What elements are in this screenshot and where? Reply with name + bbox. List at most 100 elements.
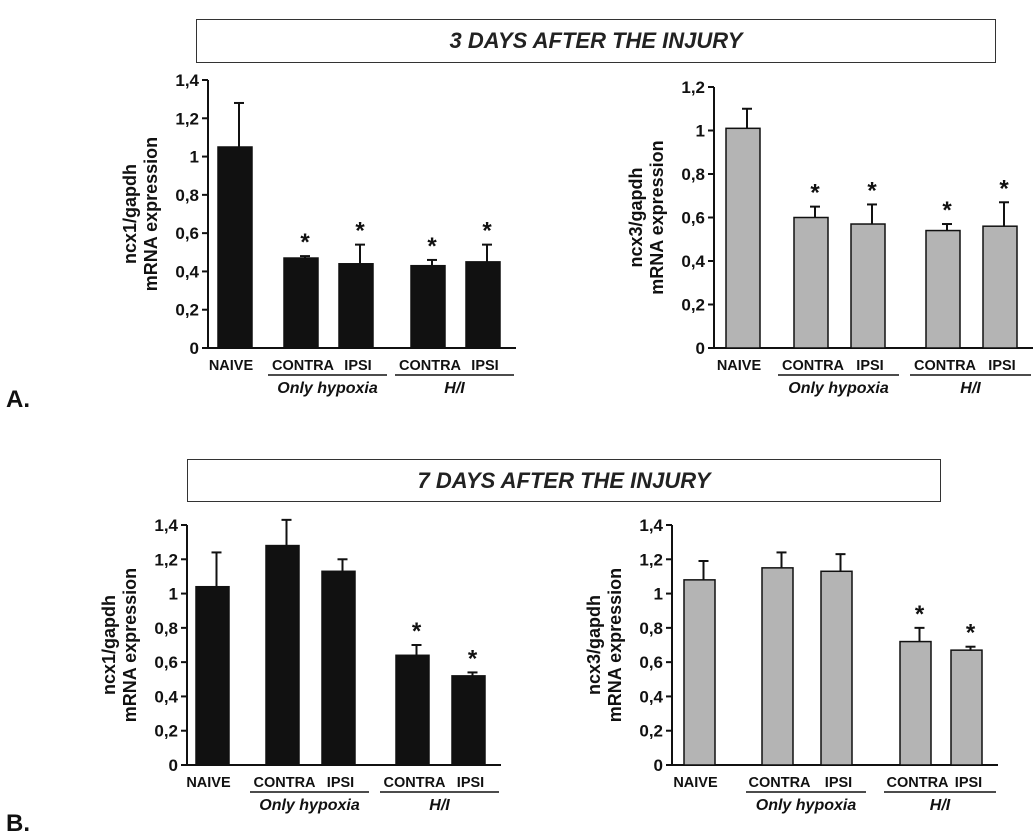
chart-a1-ytick-label: 0,2 (175, 301, 199, 320)
chart-b2-bar (899, 640, 932, 766)
chart-b2-significance-star: * (915, 601, 925, 628)
chart-b1-bar (451, 675, 486, 766)
chart-a2-bar (925, 229, 961, 349)
chart-b2-ytick-label: 1,2 (639, 550, 663, 569)
chart-b2-bar (761, 567, 794, 766)
chart-a1-significance-star: * (300, 229, 310, 256)
chart-b1-ylabel-line2: mRNA expression (120, 568, 140, 722)
chart-a2-ytick-label: 0,8 (681, 165, 705, 184)
chart-a2-ylabel-line1: ncx3/gapdh (626, 167, 646, 267)
chart-b1-significance-star: * (412, 618, 422, 645)
chart-a2-category-label: CONTRA (782, 358, 845, 374)
chart-b1-ytick-label: 1,2 (154, 550, 178, 569)
chart-b1-ytick-label: 0,2 (154, 722, 178, 741)
chart-a2-category-label: CONTRA (914, 358, 977, 374)
chart-b1-bar (395, 654, 430, 766)
chart-a2-category-label: IPSI (856, 358, 883, 374)
chart-b2-ytick-label: 0,8 (639, 619, 663, 638)
chart-b2-ytick-label: 1 (654, 585, 663, 604)
chart-b2-ytick-label: 0,4 (639, 687, 663, 706)
chart-a1-ylabel-line1: ncx1/gapdh (120, 164, 140, 264)
chart-a2-category-label: NAIVE (717, 358, 762, 374)
chart-a2-bar (982, 225, 1018, 349)
chart-b1-category-label: NAIVE (186, 775, 231, 791)
chart-b2-group-label: H/I (930, 797, 951, 814)
chart-b1-group-label: Only hypoxia (259, 797, 360, 814)
chart-a2-significance-star: * (999, 175, 1009, 202)
chart-a1-group-label: H/I (444, 380, 465, 397)
chart-a2-ytick-label: 0,2 (681, 296, 705, 315)
chart-b2-ylabel-line2: mRNA expression (605, 568, 625, 722)
chart-a2-ylabel-line2: mRNA expression (647, 140, 667, 294)
chart-b2-significance-star: * (966, 620, 976, 647)
chart-b2-ylabel-line1: ncx3/gapdh (584, 595, 604, 695)
chart-b1-ytick-label: 1,4 (154, 516, 178, 535)
chart-b1-category-label: IPSI (457, 775, 484, 791)
chart-a1-significance-star: * (355, 218, 365, 245)
panel-a-title: 3 DAYS AFTER THE INJURY (196, 19, 996, 63)
chart-b1-category-label: CONTRA (253, 775, 316, 791)
chart-a1-ytick-label: 1,4 (175, 71, 199, 90)
chart-b1-ytick-label: 0,8 (154, 619, 178, 638)
chart-b2-group-label: Only hypoxia (756, 797, 857, 814)
chart-b1-bar (265, 544, 300, 766)
chart-a1-category-label: IPSI (471, 358, 498, 374)
chart-a2-significance-star: * (942, 197, 952, 224)
chart-a2-ytick-label: 0,6 (681, 209, 705, 228)
chart-b1-bar (195, 585, 230, 766)
chart-b1-group-label: H/I (429, 797, 450, 814)
chart-b1-category-label: IPSI (327, 775, 354, 791)
chart-a1-significance-star: * (427, 233, 437, 260)
chart-a1-ytick-label: 0,6 (175, 224, 199, 243)
chart-a1-ytick-label: 0,4 (175, 262, 199, 281)
chart-b2-category-label: CONTRA (748, 775, 811, 791)
panel-b-letter: B. (6, 810, 30, 837)
chart-a1-bar (465, 261, 501, 349)
panel-b-title: 7 DAYS AFTER THE INJURY (187, 459, 941, 502)
chart-b2-bar (820, 570, 853, 766)
chart-b1-ytick-label: 0,6 (154, 653, 178, 672)
chart-a1-ylabel-line2: mRNA expression (141, 137, 161, 291)
chart-a2-bar (850, 223, 886, 349)
chart-b1-category-label: CONTRA (383, 775, 446, 791)
chart-a2-ytick-label: 1,2 (681, 78, 705, 97)
chart-b2-ytick-label: 0,6 (639, 653, 663, 672)
chart-a1-category-label: CONTRA (272, 358, 335, 374)
chart-a1-bar (217, 146, 253, 349)
chart-a1-bar (338, 263, 374, 349)
chart-b1-ytick-label: 1 (169, 585, 178, 604)
chart-a1-ytick-label: 1 (190, 148, 199, 167)
chart-b2-bar (950, 649, 983, 766)
chart-a2-group-label: H/I (960, 380, 981, 397)
chart-b1-significance-star: * (468, 645, 478, 672)
chart-a2-bar (725, 127, 761, 349)
chart-a1-ytick-label: 0 (190, 339, 199, 358)
chart-b2-category-label: CONTRA (886, 775, 949, 791)
chart-a2-category-label: IPSI (988, 358, 1015, 374)
chart-a2-bar (793, 216, 829, 349)
chart-b2-ytick-label: 1,4 (639, 516, 663, 535)
chart-b1-bar (321, 570, 356, 766)
chart-b2-category-label: NAIVE (673, 775, 718, 791)
chart-a2-ytick-label: 0 (696, 339, 705, 358)
chart-a1-category-label: NAIVE (209, 358, 254, 374)
chart-a1-category-label: CONTRA (399, 358, 462, 374)
chart-b2-category-label: IPSI (955, 775, 982, 791)
chart-b2-category-label: IPSI (825, 775, 852, 791)
chart-b1-ylabel-line1: ncx1/gapdh (99, 595, 119, 695)
chart-a1-ytick-label: 0,8 (175, 186, 199, 205)
chart-a2-group-label: Only hypoxia (788, 380, 889, 397)
chart-a2-ytick-label: 0,4 (681, 252, 705, 271)
panel-a-letter: A. (6, 386, 30, 413)
chart-b1-ytick-label: 0,4 (154, 687, 178, 706)
chart-a1-bar (283, 257, 319, 349)
chart-a2-significance-star: * (810, 180, 820, 207)
chart-b2-bar (683, 579, 716, 766)
chart-a1-bar (410, 264, 446, 349)
chart-b2-ytick-label: 0,2 (639, 722, 663, 741)
chart-b2-ytick-label: 0 (654, 756, 663, 775)
chart-a1-group-label: Only hypoxia (277, 380, 378, 397)
chart-a1-significance-star: * (482, 218, 492, 245)
